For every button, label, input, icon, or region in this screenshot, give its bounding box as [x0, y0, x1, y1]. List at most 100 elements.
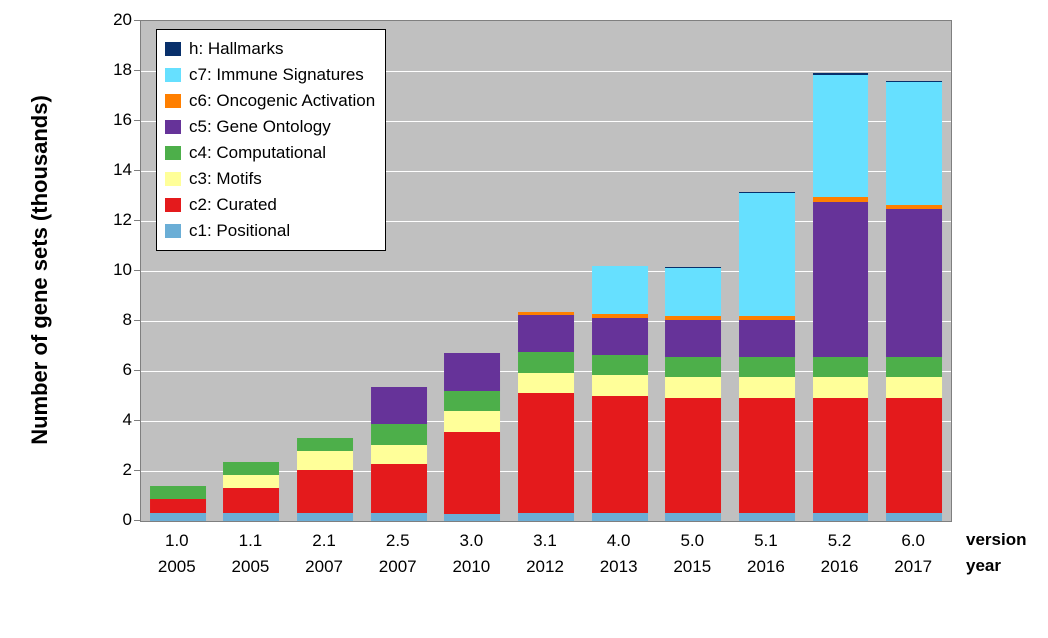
x-tick-label: 2.52007 — [379, 528, 417, 579]
bar-segment-c6 — [592, 314, 648, 319]
x-tick-year: 2013 — [600, 554, 638, 580]
bar-segment-c1 — [371, 513, 427, 521]
x-tick-label: 6.02017 — [894, 528, 932, 579]
y-tick-label: 8 — [80, 310, 132, 330]
x-tick-year: 2016 — [821, 554, 859, 580]
x-tick-label: 5.12016 — [747, 528, 785, 579]
x-tick-label: 3.02010 — [452, 528, 490, 579]
x-tick-year: 2005 — [158, 554, 196, 580]
bar-segment-c3 — [592, 375, 648, 396]
y-tick-mark — [134, 270, 140, 271]
x-tick-version: 5.2 — [821, 528, 859, 554]
y-tick-mark — [134, 70, 140, 71]
bar-segment-c6 — [886, 205, 942, 210]
bar-segment-c2 — [886, 398, 942, 514]
bar-segment-c1 — [150, 513, 206, 521]
bar-segment-c1 — [813, 513, 869, 521]
legend-label: c5: Gene Ontology — [189, 117, 331, 137]
bar-segment-c5 — [886, 209, 942, 357]
x-tick-label: 4.02013 — [600, 528, 638, 579]
legend-label: c1: Positional — [189, 221, 290, 241]
bar-segment-c1 — [592, 513, 648, 521]
x-tick-label: 1.02005 — [158, 528, 196, 579]
bar-segment-c5 — [371, 387, 427, 425]
bar-segment-c2 — [150, 499, 206, 513]
y-tick-mark — [134, 170, 140, 171]
y-tick-mark — [134, 320, 140, 321]
bar-segment-c4 — [518, 352, 574, 373]
x-tick-version: 3.0 — [452, 528, 490, 554]
legend-item-c2: c2: Curated — [165, 192, 375, 218]
y-tick-label: 6 — [80, 360, 132, 380]
bar-segment-c5 — [444, 353, 500, 391]
bar-segment-c7 — [813, 75, 869, 198]
bar-segment-c5 — [665, 320, 721, 356]
y-tick-mark — [134, 420, 140, 421]
bar-segment-c3 — [371, 445, 427, 465]
bar-segment-c4 — [592, 355, 648, 376]
bar-segment-c3 — [739, 377, 795, 398]
bar-segment-c2 — [665, 398, 721, 514]
y-tick-label: 0 — [80, 510, 132, 530]
bar-segment-c3 — [886, 377, 942, 398]
x-tick-year: 2015 — [673, 554, 711, 580]
plot-area: h: Hallmarks c7: Immune Signatures c6: Onc… — [140, 20, 952, 522]
x-tick-version: 3.1 — [526, 528, 564, 554]
bar-segment-h — [886, 81, 942, 82]
y-tick-mark — [134, 120, 140, 121]
y-tick-label: 18 — [80, 60, 132, 80]
bar-segment-c7 — [886, 82, 942, 205]
bar-segment-c4 — [665, 357, 721, 378]
y-tick-mark — [134, 470, 140, 471]
legend-item-c1: c1: Positional — [165, 218, 375, 244]
bar-segment-c3 — [297, 451, 353, 471]
legend-swatch — [165, 42, 181, 56]
x-tick-year: 2017 — [894, 554, 932, 580]
bar-segment-c6 — [739, 316, 795, 321]
legend-swatch — [165, 120, 181, 134]
x-tick-version: 2.1 — [305, 528, 343, 554]
legend-swatch — [165, 198, 181, 212]
legend-label: h: Hallmarks — [189, 39, 283, 59]
bar-segment-c4 — [223, 462, 279, 475]
legend-swatch — [165, 68, 181, 82]
bar-segment-c3 — [518, 373, 574, 394]
bar-segment-c1 — [297, 513, 353, 521]
legend-label: c3: Motifs — [189, 169, 262, 189]
bar-segment-c2 — [223, 488, 279, 513]
bar-segment-c2 — [813, 398, 869, 514]
legend-label: c2: Curated — [189, 195, 277, 215]
legend: h: Hallmarks c7: Immune Signatures c6: Onc… — [156, 29, 386, 251]
x-tick-version: 1.0 — [158, 528, 196, 554]
stacked-bar-chart: Number of gene sets (thousands) h: Hallm… — [80, 20, 950, 550]
x-tick-version: 6.0 — [894, 528, 932, 554]
x-tick-version: 1.1 — [232, 528, 270, 554]
legend-item-c7: c7: Immune Signatures — [165, 62, 375, 88]
x-tick-version: 2.5 — [379, 528, 417, 554]
bar-segment-c2 — [444, 432, 500, 514]
x-tick-year: 2007 — [379, 554, 417, 580]
bar-segment-h — [739, 192, 795, 193]
y-tick-mark — [134, 370, 140, 371]
y-tick-label: 16 — [80, 110, 132, 130]
bar-segment-c1 — [886, 513, 942, 521]
x-tick-label: 5.02015 — [673, 528, 711, 579]
x-tick-version: 4.0 — [600, 528, 638, 554]
y-tick-label: 2 — [80, 460, 132, 480]
bar-segment-c1 — [739, 513, 795, 521]
bar-segment-c2 — [371, 464, 427, 513]
legend-item-c5: c5: Gene Ontology — [165, 114, 375, 140]
y-tick-label: 4 — [80, 410, 132, 430]
x-tick-year: 2007 — [305, 554, 343, 580]
bar-segment-c5 — [592, 318, 648, 354]
legend-label: c6: Oncogenic Activation — [189, 91, 375, 111]
y-tick-mark — [134, 220, 140, 221]
x-tick-year: 2012 — [526, 554, 564, 580]
bar-segment-c5 — [813, 202, 869, 357]
bar-segment-c3 — [444, 411, 500, 432]
legend-label: c7: Immune Signatures — [189, 65, 364, 85]
bar-segment-c2 — [592, 396, 648, 514]
bar-segment-c1 — [665, 513, 721, 521]
x-tick-version: 5.1 — [747, 528, 785, 554]
y-tick-label: 14 — [80, 160, 132, 180]
